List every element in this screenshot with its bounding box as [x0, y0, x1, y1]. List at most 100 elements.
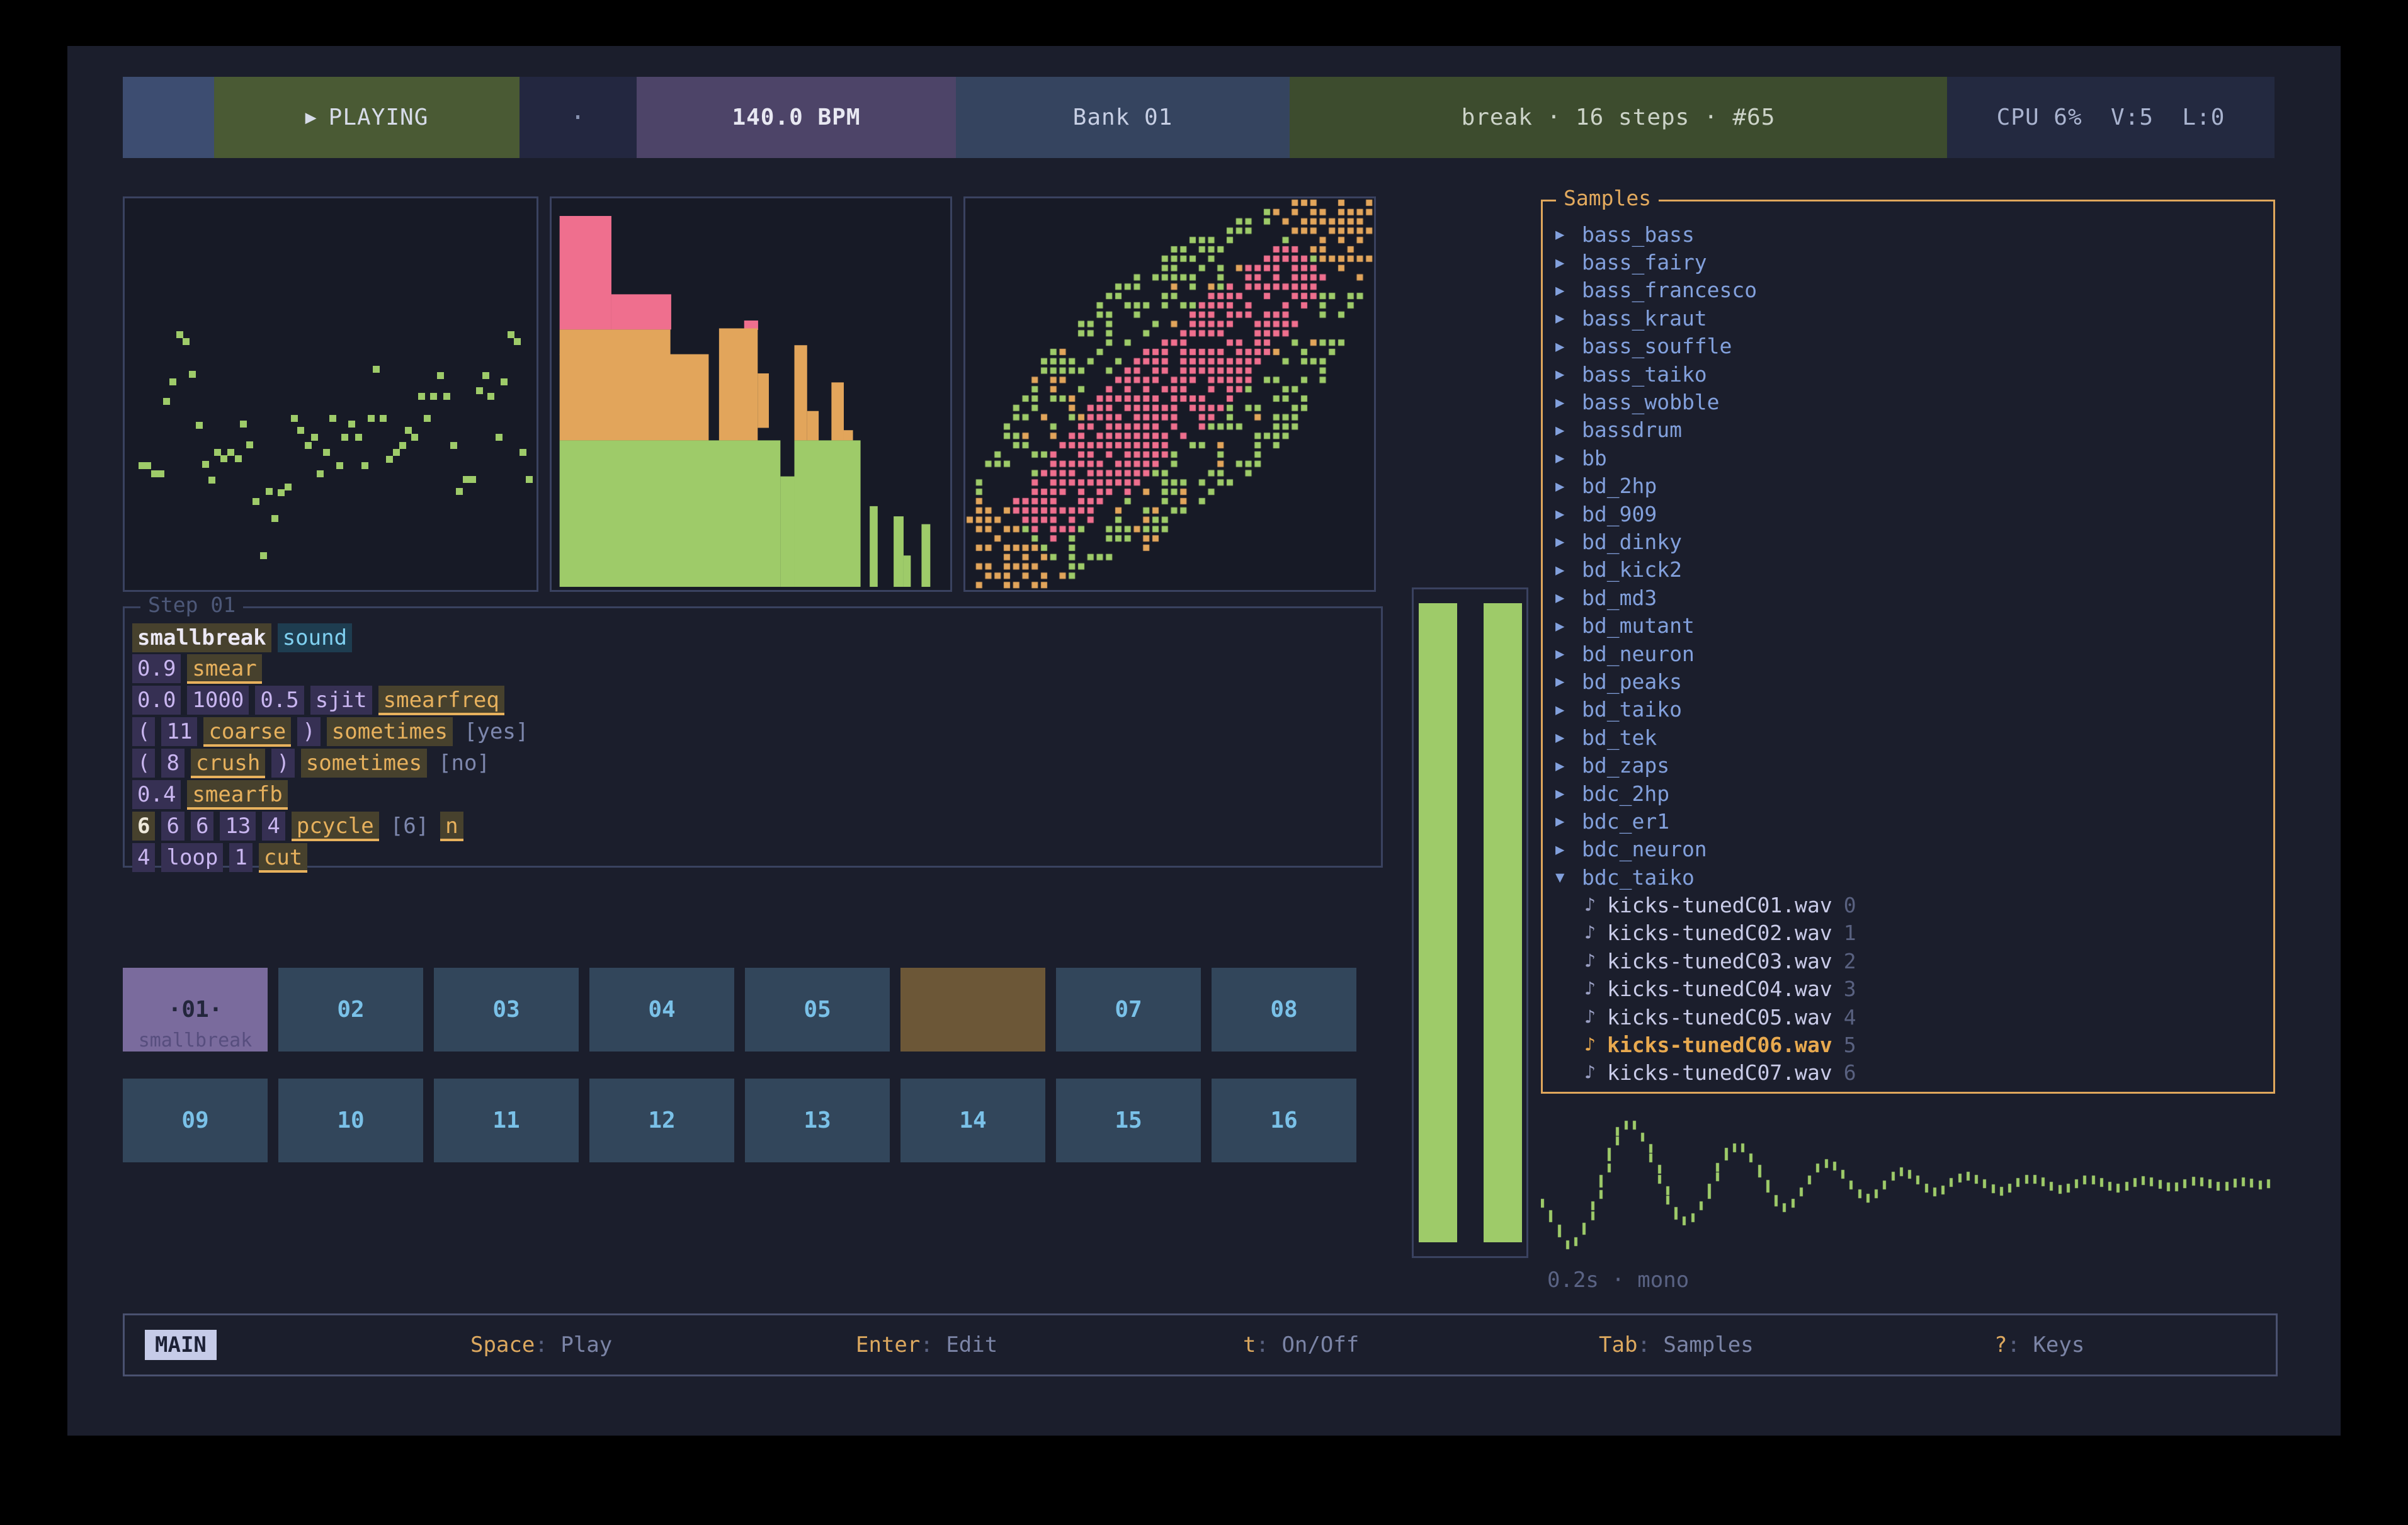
- code-token[interactable]: smear: [187, 654, 262, 684]
- step-cell-1[interactable]: ·01· smallbreak: [123, 968, 268, 1052]
- step-number: 10: [337, 1108, 365, 1133]
- code-token[interactable]: smearfreq: [378, 686, 504, 715]
- step-code[interactable]: smallbreak sound 0.9 smear 0.0 1000 0.5 sjit sme…: [132, 623, 540, 875]
- step-cell-12[interactable]: 12: [589, 1079, 734, 1162]
- code-token[interactable]: 4: [132, 843, 156, 872]
- chevron-right-icon: ▶: [1555, 616, 1565, 635]
- sample-folder-bdc_er1[interactable]: ▶ bdc_er1: [1552, 807, 2268, 835]
- sample-folder-bass_fairy[interactable]: ▶ bass_fairy: [1552, 248, 2268, 276]
- code-token[interactable]: n: [440, 812, 463, 841]
- chevron-right-icon: ▶: [1555, 700, 1565, 718]
- sample-folder-bd_2hp[interactable]: ▶ bd_2hp: [1552, 472, 2268, 500]
- sample-folder-bass_kraut[interactable]: ▶ bass_kraut: [1552, 304, 2268, 332]
- code-token[interactable]: 1: [229, 843, 253, 872]
- sample-folder-bdc_2hp[interactable]: ▶ bdc_2hp: [1552, 780, 2268, 807]
- sample-folder-bd_dinky[interactable]: ▶ bd_dinky: [1552, 528, 2268, 555]
- step-cell-2[interactable]: 02: [278, 968, 423, 1052]
- step-cell-3[interactable]: 03: [434, 968, 579, 1052]
- code-token[interactable]: 8: [161, 749, 185, 778]
- step-cell-15[interactable]: 15: [1056, 1079, 1201, 1162]
- bpm-display[interactable]: 140.0 BPM: [637, 77, 956, 158]
- sample-folder-bd_taiko[interactable]: ▶ bd_taiko: [1552, 696, 2268, 723]
- code-token[interactable]: (: [132, 717, 156, 746]
- code-token[interactable]: crush: [190, 749, 266, 778]
- step-cell-16[interactable]: 16: [1212, 1079, 1356, 1162]
- code-token[interactable]: 11: [161, 717, 198, 746]
- step-cell-8[interactable]: 08: [1212, 968, 1356, 1052]
- folder-name: bdc_neuron: [1582, 837, 1707, 862]
- chevron-right-icon: ▶: [1555, 421, 1565, 439]
- code-token[interactable]: [no]: [438, 751, 490, 776]
- sample-folder-bd_909[interactable]: ▶ bd_909: [1552, 500, 2268, 528]
- code-token[interactable]: coarse: [203, 717, 292, 747]
- sample-folder-bass_bass[interactable]: ▶ bass_bass: [1552, 220, 2268, 248]
- code-token[interactable]: 0.5: [255, 686, 304, 715]
- sample-folder-bassdrum[interactable]: ▶ bassdrum: [1552, 416, 2268, 444]
- step-cell-11[interactable]: 11: [434, 1079, 579, 1162]
- code-token[interactable]: (: [132, 749, 156, 778]
- step-cell-4[interactable]: 04: [589, 968, 734, 1052]
- transport-status[interactable]: ▶ PLAYING: [214, 77, 520, 158]
- step-cell-13[interactable]: 13: [745, 1079, 890, 1162]
- sample-file[interactable]: ♪ kicks-tunedC01.wav 0: [1552, 891, 2268, 919]
- step-cell-7[interactable]: 07: [1056, 968, 1201, 1052]
- code-token[interactable]: cut: [258, 843, 308, 873]
- code-token[interactable]: 0.4: [132, 780, 181, 809]
- code-token[interactable]: pcycle: [291, 812, 379, 841]
- sample-file[interactable]: ♪ kicks-tunedC02.wav 1: [1552, 919, 2268, 947]
- code-token[interactable]: 6: [161, 812, 185, 841]
- code-token[interactable]: 6: [190, 812, 214, 841]
- sample-folder-bd_peaks[interactable]: ▶ bd_peaks: [1552, 667, 2268, 695]
- sample-file[interactable]: ♪ kicks-tunedC05.wav 4: [1552, 1003, 2268, 1031]
- code-token[interactable]: sometimes: [326, 717, 453, 746]
- sample-folder-bd_md3[interactable]: ▶ bd_md3: [1552, 584, 2268, 611]
- folder-name: bass_bass: [1582, 222, 1695, 247]
- code-token[interactable]: 4: [262, 812, 285, 841]
- step-cell-6[interactable]: [900, 968, 1045, 1052]
- scatter-dot: [227, 449, 234, 456]
- sample-folder-bass_francesco[interactable]: ▶ bass_francesco: [1552, 276, 2268, 304]
- code-token[interactable]: 6: [132, 812, 156, 841]
- sample-folder-bd_kick2[interactable]: ▶ bd_kick2: [1552, 556, 2268, 584]
- sample-folder-bd_zaps[interactable]: ▶ bd_zaps: [1552, 751, 2268, 779]
- sample-file[interactable]: ♪ kicks-tunedC03.wav 2: [1552, 947, 2268, 975]
- pattern-info[interactable]: break · 16 steps · #65: [1290, 77, 1947, 158]
- code-token[interactable]: smearfb: [187, 780, 288, 810]
- code-token[interactable]: loop: [161, 843, 224, 872]
- code-token[interactable]: 1000: [187, 686, 249, 715]
- code-token[interactable]: [yes]: [463, 719, 529, 744]
- sample-folder-bass_souffle[interactable]: ▶ bass_souffle: [1552, 332, 2268, 360]
- sample-folder-bdc_neuron[interactable]: ▶ bdc_neuron: [1552, 836, 2268, 863]
- code-token[interactable]: ): [297, 717, 321, 746]
- code-token[interactable]: ): [271, 749, 295, 778]
- code-token[interactable]: sometimes: [300, 749, 428, 778]
- code-token[interactable]: [6]: [390, 814, 429, 839]
- step-cell-9[interactable]: 09: [123, 1079, 268, 1162]
- step-cell-5[interactable]: 05: [745, 968, 890, 1052]
- sample-folder-bdc_taiko[interactable]: ▼ bdc_taiko: [1552, 863, 2268, 891]
- code-token[interactable]: sound: [277, 623, 353, 652]
- code-token[interactable]: smallbreak: [132, 623, 271, 652]
- code-token[interactable]: 0.9: [132, 654, 181, 683]
- bank-display[interactable]: Bank 01: [956, 77, 1290, 158]
- code-token[interactable]: 13: [220, 812, 256, 841]
- step-cell-14[interactable]: 14: [900, 1079, 1045, 1162]
- sample-folder-bd_tek[interactable]: ▶ bd_tek: [1552, 723, 2268, 751]
- sample-folder-bd_mutant[interactable]: ▶ bd_mutant: [1552, 611, 2268, 639]
- sample-file[interactable]: ♪ kicks-tunedC06.wav 5: [1552, 1031, 2268, 1058]
- folder-name: bd_peaks: [1582, 669, 1682, 694]
- sample-folder-bass_taiko[interactable]: ▶ bass_taiko: [1552, 360, 2268, 388]
- spectrum-visualizer: [550, 196, 952, 592]
- scatter-dot: [157, 470, 165, 477]
- folder-name: bdc_er1: [1582, 808, 1670, 834]
- sample-folder-bass_wobble[interactable]: ▶ bass_wobble: [1552, 388, 2268, 416]
- sample-folder-bd_neuron[interactable]: ▶ bd_neuron: [1552, 640, 2268, 667]
- sample-folder-bb[interactable]: ▶ bb: [1552, 444, 2268, 472]
- sample-file[interactable]: ♪ kicks-tunedC07.wav 6: [1552, 1059, 2268, 1087]
- samples-list[interactable]: ▶ bass_bass ▶ bass_fairy ▶ bass_francesco ▶ bas…: [1552, 220, 2268, 1087]
- sample-file[interactable]: ♪ kicks-tunedC04.wav 3: [1552, 975, 2268, 1003]
- code-token[interactable]: 0.0: [132, 686, 181, 715]
- chevron-down-icon: ▼: [1555, 868, 1565, 887]
- step-cell-10[interactable]: 10: [278, 1079, 423, 1162]
- code-token[interactable]: sjit: [310, 686, 372, 715]
